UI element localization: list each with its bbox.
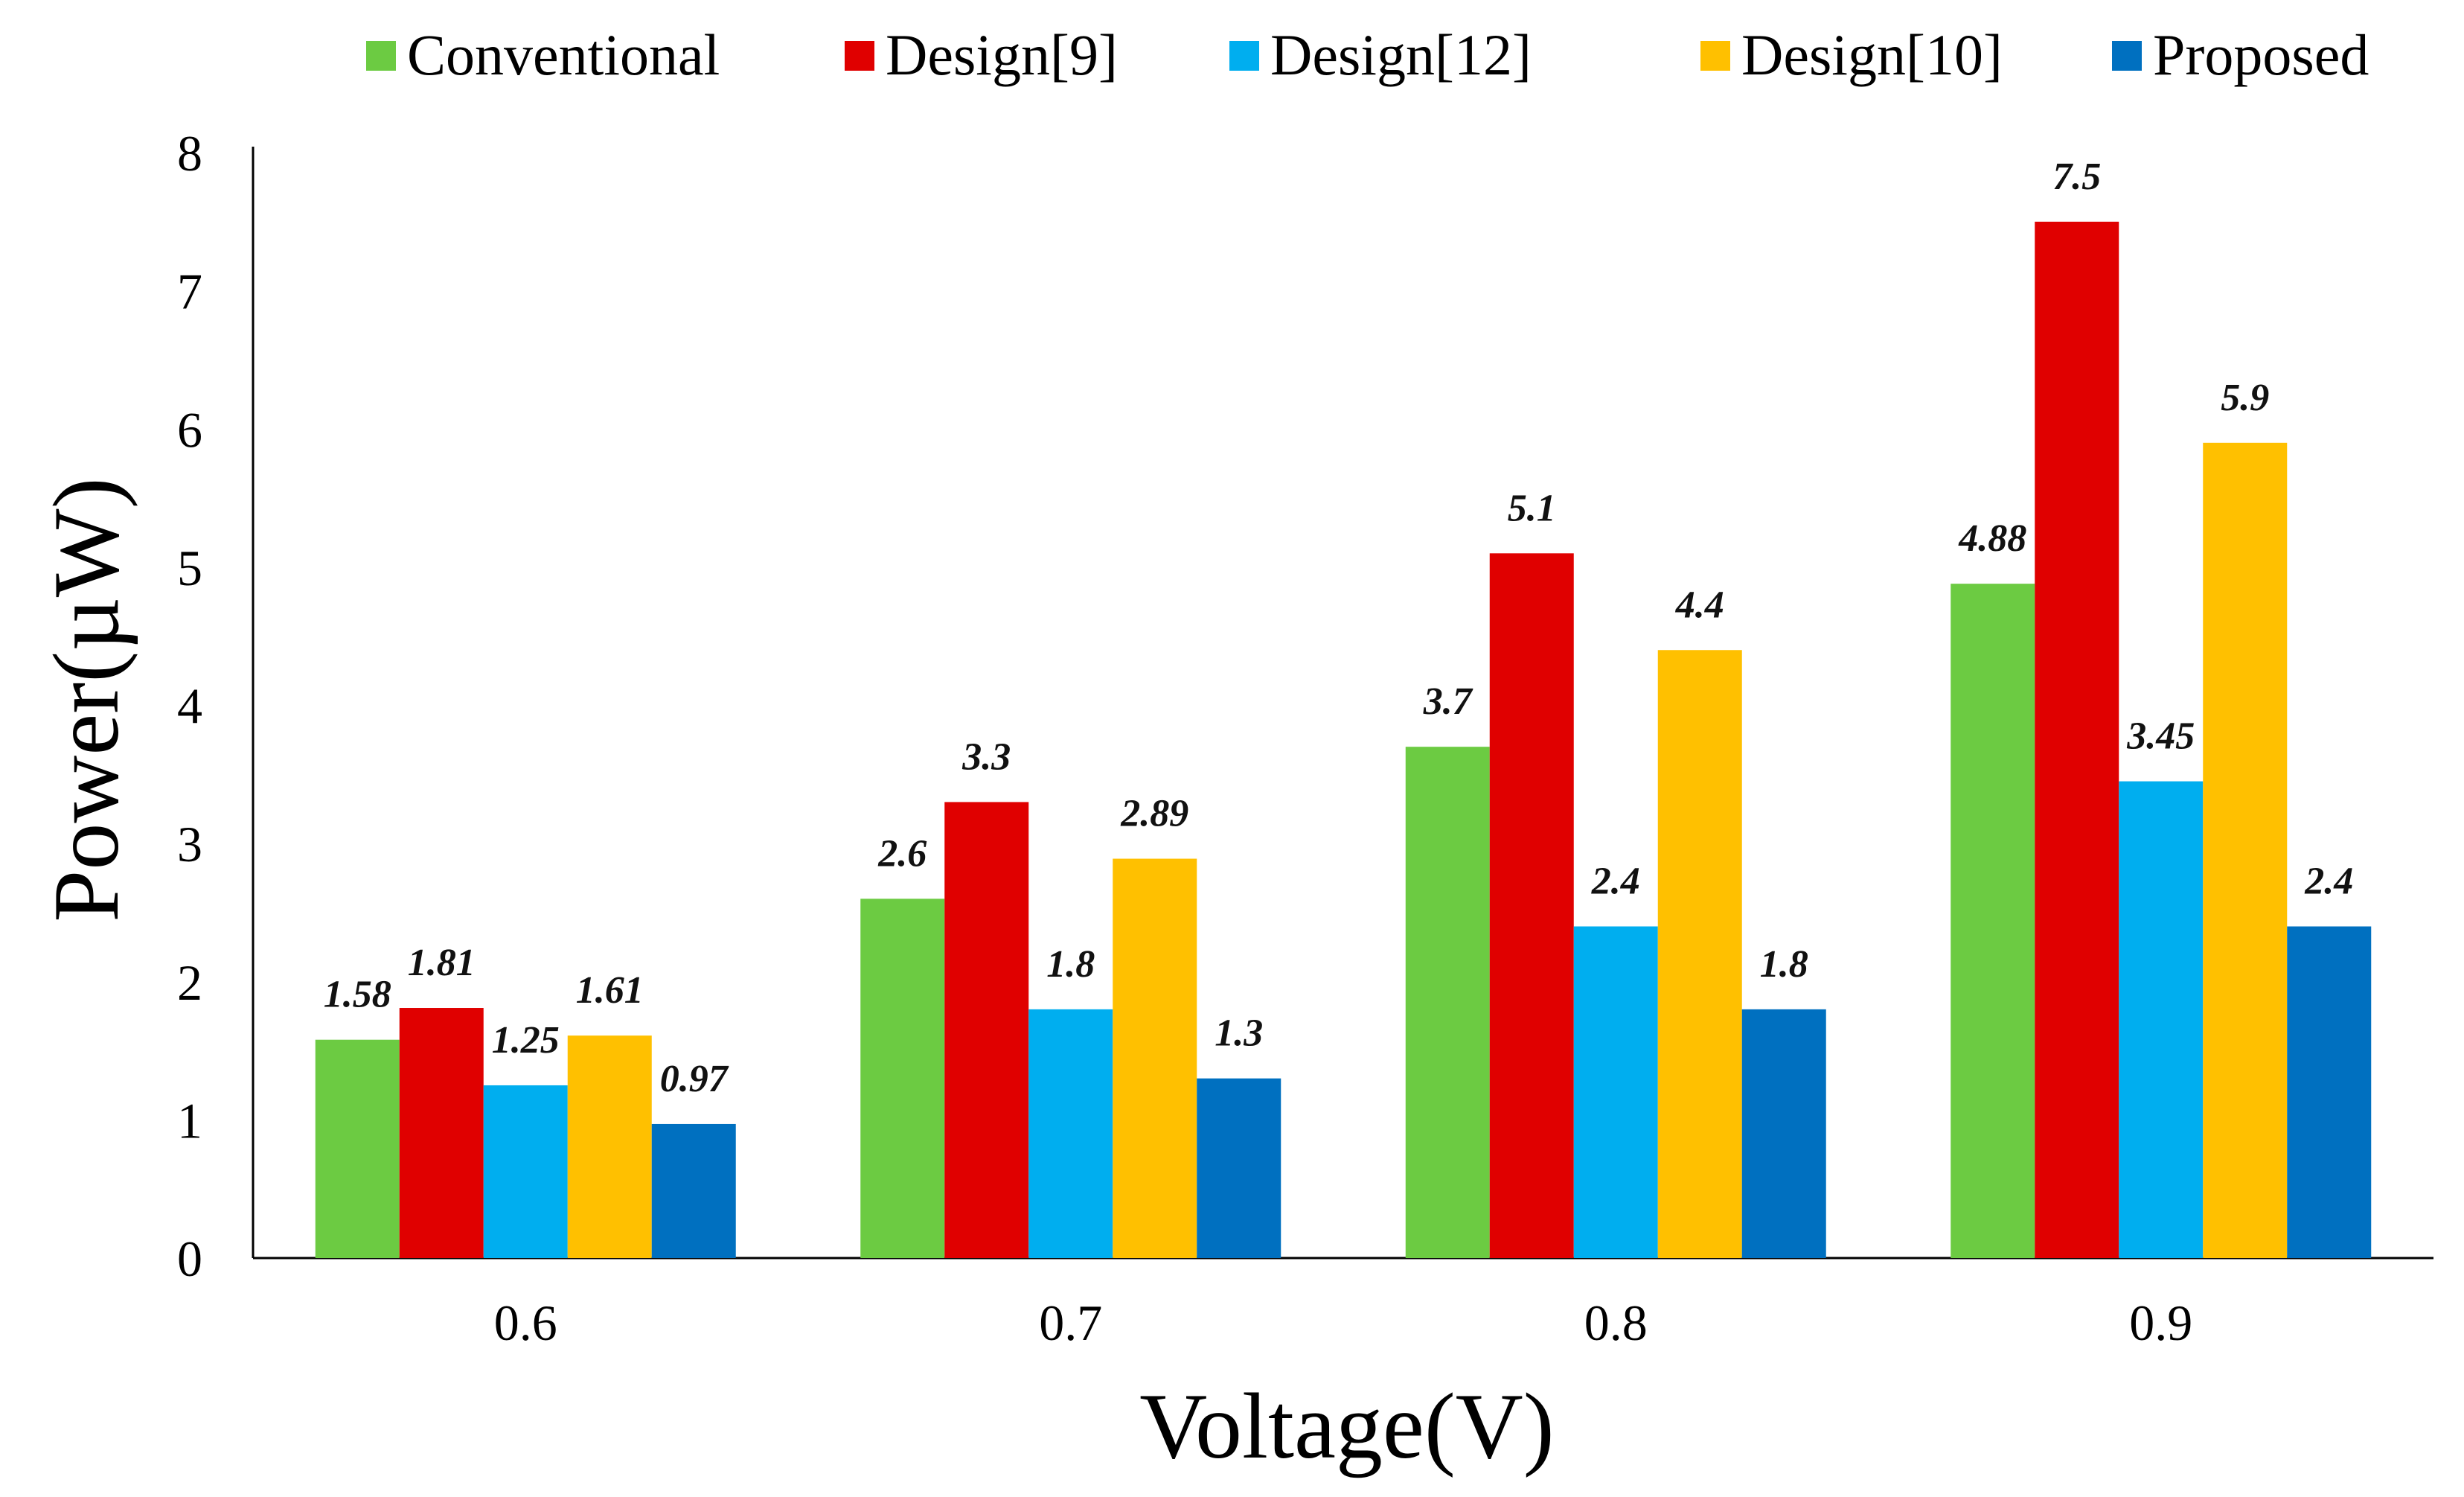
data-label-conventional-0-7: 2.6 (877, 832, 927, 875)
x-tick-label: 0.8 (1584, 1295, 1648, 1351)
bar-design-9-0-9 (2035, 221, 2119, 1258)
y-axis: 0 1 2 3 4 5 6 7 8 (177, 125, 255, 1287)
bar-design-12-0-7 (1028, 1009, 1113, 1258)
legend-label-proposed: Proposed (2153, 22, 2369, 87)
bar-design-12-0-8 (1573, 926, 1658, 1258)
legend-swatch-design-12 (1229, 41, 1259, 71)
data-label-design-9-0-7: 3.3 (961, 735, 1011, 778)
legend-label-design-10: Design[10] (1741, 22, 2003, 87)
legend-swatch-proposed (2112, 41, 2142, 71)
data-label-design-10-0-9: 5.9 (2221, 377, 2269, 419)
bar-proposed-0-8 (1741, 1009, 1826, 1258)
bar-design-10-0-7 (1113, 858, 1197, 1258)
y-axis-title: Power(µW) (35, 477, 138, 922)
data-label-design-12-0-9: 3.45 (2126, 715, 2195, 758)
bar-design-10-0-6 (567, 1035, 652, 1258)
bar-design-10-0-9 (2203, 442, 2288, 1258)
legend-swatch-conventional (366, 41, 396, 71)
y-tick-label: 6 (177, 401, 202, 458)
bar-design-9-0-7 (944, 802, 1029, 1258)
bar-design-12-0-9 (2119, 781, 2204, 1258)
bar-conventional-0-7 (860, 898, 945, 1258)
legend-label-design-9: Design[9] (886, 22, 1118, 87)
bar-design-12-0-6 (483, 1085, 568, 1258)
bar-design-9-0-6 (399, 1008, 484, 1258)
data-label-conventional-0-6: 1.58 (324, 974, 391, 1016)
data-label-proposed-0-7: 1.3 (1215, 1012, 1263, 1055)
bar-proposed-0-6 (651, 1123, 736, 1258)
data-label-design-12-0-6: 1.25 (492, 1019, 560, 1062)
data-label-proposed-0-6: 0.97 (660, 1058, 729, 1100)
legend-swatch-design-10 (1700, 41, 1730, 71)
x-tick-label: 0.9 (2129, 1295, 2192, 1351)
y-tick-label: 2 (177, 954, 202, 1011)
legend-label-design-12: Design[12] (1270, 22, 1532, 87)
bars (315, 221, 2372, 1258)
y-tick-label: 4 (177, 678, 202, 735)
data-labels: 1.58 1.81 1.25 1.61 0.97 2.6 3.3 1.8 2.89 1.3 3.7 5… (324, 156, 2354, 1100)
y-tick-label: 5 (177, 540, 202, 596)
data-label-design-9-0-6: 1.81 (408, 942, 476, 984)
bar-proposed-0-7 (1197, 1078, 1281, 1258)
y-tick-label: 1 (177, 1092, 202, 1149)
data-label-proposed-0-9: 2.4 (2304, 861, 2353, 903)
legend-label-conventional: Conventional (407, 22, 720, 87)
legend: Conventional Design[9] Design[12] Design[10… (366, 22, 2369, 87)
bar-design-9-0-8 (1489, 553, 1574, 1258)
y-tick-label: 0 (177, 1231, 202, 1287)
data-label-conventional-0-8: 3.7 (1423, 680, 1473, 723)
data-label-design-10-0-6: 1.61 (576, 969, 644, 1012)
bar-design-10-0-8 (1657, 650, 1742, 1258)
x-tick-label: 0.7 (1039, 1295, 1102, 1351)
y-tick-label: 3 (177, 816, 202, 872)
bar-conventional-0-9 (1951, 584, 2035, 1258)
bar-conventional-0-6 (315, 1039, 400, 1258)
data-label-design-12-0-7: 1.8 (1046, 943, 1095, 986)
y-tick-label: 8 (177, 125, 202, 182)
data-label-conventional-0-9: 4.88 (1958, 517, 2026, 560)
bar-conventional-0-8 (1405, 747, 1490, 1258)
data-label-design-9-0-9: 7.5 (2052, 156, 2101, 198)
legend-swatch-design-9 (845, 41, 874, 71)
y-tick-label: 7 (177, 264, 202, 320)
data-label-design-9-0-8: 5.1 (1508, 487, 1556, 529)
data-label-design-12-0-8: 2.4 (1591, 861, 1640, 903)
x-tick-label: 0.6 (494, 1295, 557, 1351)
data-label-proposed-0-8: 1.8 (1760, 943, 1808, 986)
x-axis: 0.6 0.7 0.8 0.9 (253, 1257, 2433, 1351)
data-label-design-10-0-7: 2.89 (1120, 793, 1188, 835)
data-label-design-10-0-8: 4.4 (1675, 584, 1724, 626)
x-axis-title: Voltage(V) (1139, 1375, 1555, 1478)
bar-proposed-0-9 (2287, 926, 2372, 1258)
